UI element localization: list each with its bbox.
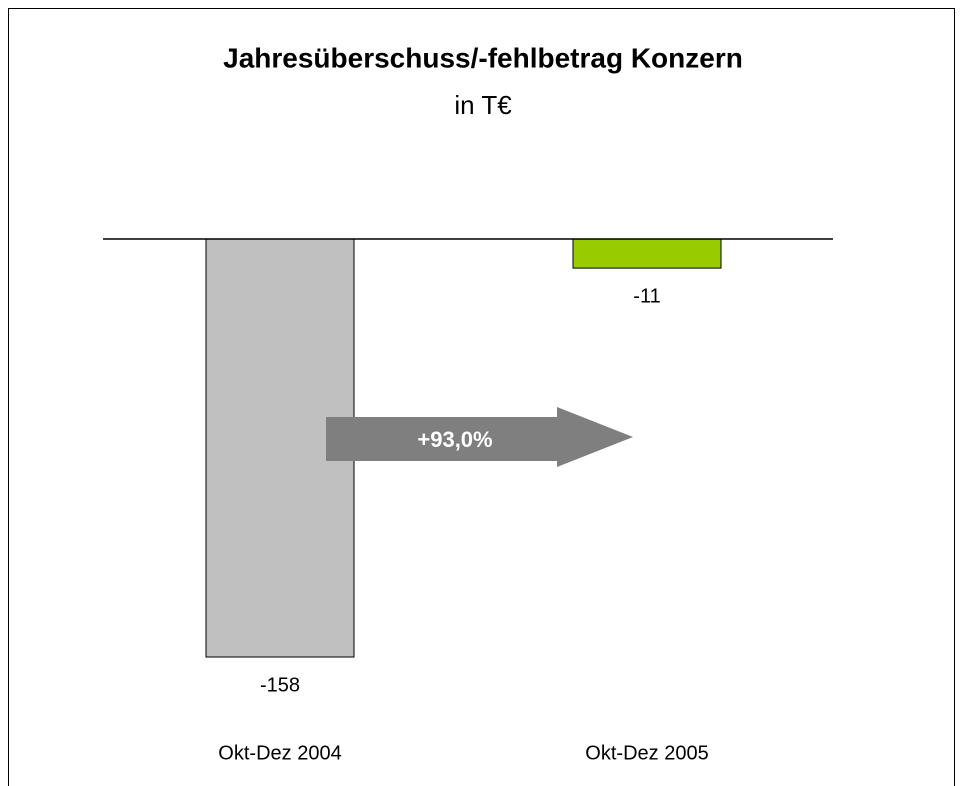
x-tick-label: Okt-Dez 2004 xyxy=(218,742,341,764)
frame xyxy=(8,8,955,786)
chart-subtitle: in T€ xyxy=(454,90,512,120)
change-label: +93,0% xyxy=(417,427,492,452)
value-label: -11 xyxy=(633,285,660,307)
x-tick-label: Okt-Dez 2005 xyxy=(585,742,708,764)
change-arrow: +93,0% xyxy=(326,407,633,467)
value-label: -158 xyxy=(260,674,300,696)
chart-title: Jahresüberschuss/-fehlbetrag Konzern xyxy=(223,42,743,73)
arrow-shape xyxy=(326,407,633,467)
bar xyxy=(572,238,722,269)
